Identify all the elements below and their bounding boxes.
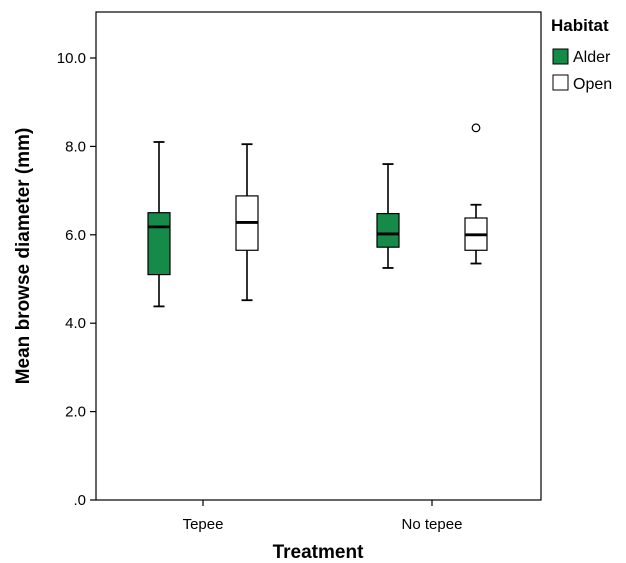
- y-tick-label: 8.0: [65, 138, 86, 155]
- iqr-box: [147, 212, 171, 276]
- legend-swatch-alder: [552, 48, 569, 65]
- y-tick-label: 2.0: [65, 404, 86, 421]
- iqr-box: [376, 212, 400, 248]
- y-axis-title: Mean browse diameter (mm): [13, 128, 34, 385]
- y-tick-label: 10.0: [57, 50, 86, 67]
- plot-frame: [95, 11, 542, 501]
- box-alder-0: [147, 141, 171, 308]
- x-axis-title: Treatment: [273, 542, 364, 563]
- legend: Habitat Alder Open: [551, 16, 612, 93]
- legend-label-alder: Alder: [573, 49, 611, 66]
- x-axis: Tepee No tepee: [183, 500, 463, 533]
- box-alder-1: [376, 163, 400, 269]
- legend-label-open: Open: [573, 76, 612, 93]
- x-tick-label: No tepee: [402, 516, 463, 533]
- x-tick-label: Tepee: [183, 516, 224, 533]
- y-tick-label: .0: [73, 492, 86, 509]
- legend-swatch-open: [552, 74, 569, 91]
- y-axis: .0 2.0 4.0 6.0 8.0 10.0: [57, 50, 96, 509]
- box-series: [147, 123, 488, 308]
- box-open-1: [464, 123, 488, 265]
- legend-title: Habitat: [551, 16, 609, 35]
- y-tick-label: 6.0: [65, 227, 86, 244]
- outlier-point: [471, 123, 481, 133]
- box-open-0: [235, 143, 259, 302]
- y-tick-label: 4.0: [65, 315, 86, 332]
